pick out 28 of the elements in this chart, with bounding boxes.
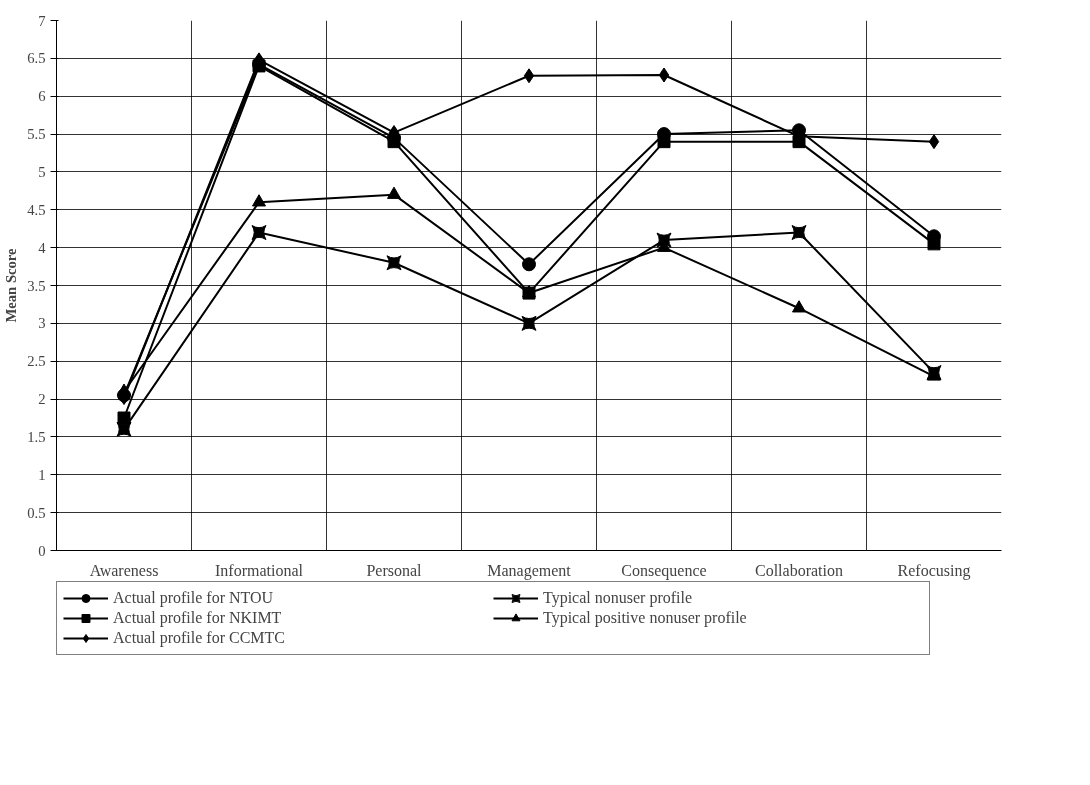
x-tick-label: Collaboration [755, 561, 843, 579]
legend-label: Typical positive nonuser profile [543, 609, 748, 627]
x-tick-label: Personal [366, 561, 423, 579]
x-tick-label: Consequence [621, 561, 707, 580]
y-tick-label: 4 [38, 239, 47, 256]
legend-label: Typical nonuser profile [543, 589, 694, 607]
legend-label: Actual profile for NTOU [113, 589, 275, 607]
legend-label: Actual profile for CCMTC [113, 629, 286, 647]
x-tick-label: Management [487, 561, 572, 580]
legend-label: Actual profile for NKIMT [113, 609, 283, 627]
y-axis-title: Mean Score [3, 247, 20, 323]
y-tick-label: 2 [38, 391, 46, 408]
y-tick-label: 3.5 [27, 277, 46, 294]
x-tick-label: Informational [215, 561, 304, 579]
y-tick-label: 5 [38, 163, 46, 180]
y-tick-label: 0.5 [27, 504, 46, 521]
y-tick-label: 6.5 [27, 50, 46, 67]
y-tick-label: 1 [38, 466, 46, 483]
y-tick-label: 5.5 [27, 126, 46, 143]
y-tick-label: 6 [38, 88, 46, 105]
y-tick-label: 7 [38, 12, 46, 29]
y-tick-label: 0 [38, 542, 46, 559]
y-tick-label: 4.5 [27, 201, 46, 218]
x-tick-label: Awareness [89, 561, 159, 579]
x-tick-label: Refocusing [897, 561, 971, 580]
y-tick-label: 1.5 [27, 428, 46, 445]
y-tick-label: 3 [38, 315, 46, 332]
y-tick-label: 2.5 [27, 353, 46, 370]
